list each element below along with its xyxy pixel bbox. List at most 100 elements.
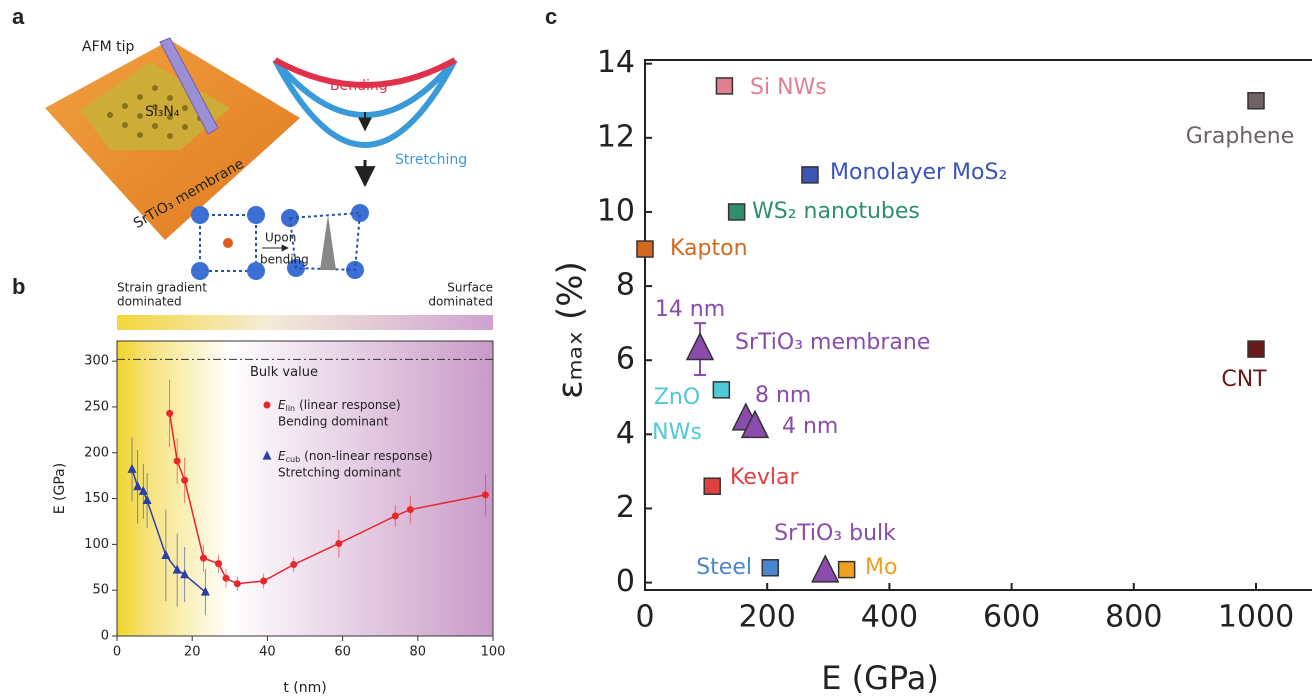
- plot-frame: [644, 59, 1312, 591]
- y-tick-label: 14: [597, 45, 635, 80]
- gradient-label: dominated: [117, 295, 182, 309]
- y-axis-label: εₘₐₓ (%): [551, 261, 591, 399]
- y-tick-label: 100: [84, 537, 109, 552]
- x-tick-label: 100: [481, 645, 506, 660]
- point-label: ZnO: [654, 385, 700, 410]
- panel-label: b: [12, 274, 25, 299]
- polarization: [320, 215, 336, 270]
- x-tick-label: 200: [739, 600, 796, 635]
- y-tick-label: 2: [616, 490, 635, 525]
- point: [391, 512, 399, 520]
- point: [1247, 340, 1265, 358]
- diagram: AFM tip Si₃N₄ SrTiO₃ membrane Bending St…: [45, 37, 467, 280]
- y-tick-label: 8: [616, 268, 635, 303]
- x-tick-label: 400: [861, 600, 918, 635]
- point-label: NWs: [652, 420, 702, 445]
- legend-name: (non-linear response): [304, 449, 433, 463]
- point-label: Steel: [696, 555, 752, 580]
- point: [181, 476, 189, 484]
- point: [200, 586, 210, 596]
- point-label: Graphene: [1186, 124, 1295, 149]
- point: [636, 240, 654, 258]
- legend-description: Stretching dominant: [278, 466, 401, 480]
- point: [761, 559, 780, 577]
- point-label: Monolayer MoS₂: [830, 160, 1007, 185]
- point-label: Si NWs: [750, 75, 827, 100]
- y-tick-label: 10: [597, 193, 635, 228]
- chart-c: 0 200 400 600 800 1000 0 2 4 6 8 10 12 14 E (GPa) εₘₐₓ …: [551, 45, 1312, 697]
- y-tick-label: 150: [84, 491, 109, 506]
- y-axis-label: E (GPa): [52, 463, 68, 514]
- panel-label: a: [12, 4, 25, 29]
- gradient-label: Strain gradient: [117, 281, 207, 295]
- point: [685, 331, 715, 361]
- legend-marker: [263, 401, 271, 409]
- point: [290, 561, 298, 569]
- point: [215, 560, 223, 568]
- legend-subscript: lin: [286, 404, 296, 413]
- point: [199, 554, 207, 562]
- point-label: Kapton: [670, 236, 748, 261]
- y-tick-label: 50: [92, 583, 109, 598]
- point: [180, 569, 190, 579]
- panel-label: c: [545, 4, 557, 29]
- transition-label: bending: [260, 253, 309, 267]
- lattice: [288, 211, 362, 272]
- point: [233, 580, 241, 588]
- x-tick-label: 40: [259, 645, 276, 660]
- point: [127, 463, 137, 473]
- point: [801, 166, 819, 184]
- legend-subscript: cub: [286, 455, 301, 464]
- point: [260, 577, 268, 585]
- point: [335, 539, 343, 547]
- point-label: Mo: [865, 555, 897, 580]
- x-tick-label: 20: [184, 645, 201, 660]
- legend-marker: [262, 450, 272, 460]
- curve: [273, 57, 457, 88]
- point-label: 14 nm: [655, 297, 725, 322]
- cation: [223, 238, 233, 248]
- point: [837, 560, 856, 579]
- point: [481, 491, 489, 499]
- x-tick-label: 0: [113, 645, 121, 660]
- point: [811, 554, 840, 583]
- point: [715, 77, 734, 95]
- point: [727, 203, 746, 221]
- point: [173, 457, 181, 465]
- y-tick-label: 6: [616, 342, 635, 377]
- x-tick-label: 600: [983, 600, 1040, 635]
- reference-label: Bulk value: [250, 365, 318, 380]
- point: [166, 409, 174, 417]
- point: [712, 381, 731, 399]
- y-tick-label: 0: [616, 564, 635, 599]
- y-tick-label: 250: [84, 399, 109, 414]
- tip-label: AFM tip: [82, 39, 135, 55]
- point: [161, 549, 171, 559]
- x-tick-label: 800: [1105, 600, 1162, 635]
- bending-label: Bending: [330, 78, 388, 94]
- layer-label: Si₃N₄: [145, 104, 180, 120]
- point: [138, 485, 148, 495]
- x-tick-label: 0: [635, 600, 654, 635]
- legend-entry: Elin (linear response): [278, 398, 401, 413]
- y-tick-label: 12: [597, 119, 635, 154]
- point-label: 8 nm: [755, 383, 811, 408]
- x-tick-label: 80: [410, 645, 427, 660]
- point: [703, 477, 721, 495]
- legend-symbol: E: [278, 398, 286, 412]
- y-tick-label: 4: [616, 416, 635, 451]
- y-tick-label: 300: [84, 354, 109, 369]
- point: [222, 574, 230, 582]
- stretching-label: Stretching: [395, 152, 467, 168]
- point: [142, 495, 152, 505]
- legend-name: (linear response): [299, 398, 401, 412]
- x-axis-label: t (nm): [283, 680, 326, 696]
- legend-description: Bending dominant: [278, 415, 389, 429]
- point: [133, 481, 143, 491]
- chart-b: Strain gradientdominatedSurfacedominated…: [52, 281, 505, 697]
- legend-entry: Ecub (non-linear response): [278, 449, 433, 464]
- point-label: WS₂ nanotubes: [752, 199, 920, 224]
- x-tick-label: 1000: [1218, 600, 1294, 635]
- y-tick-label: 0: [101, 629, 109, 644]
